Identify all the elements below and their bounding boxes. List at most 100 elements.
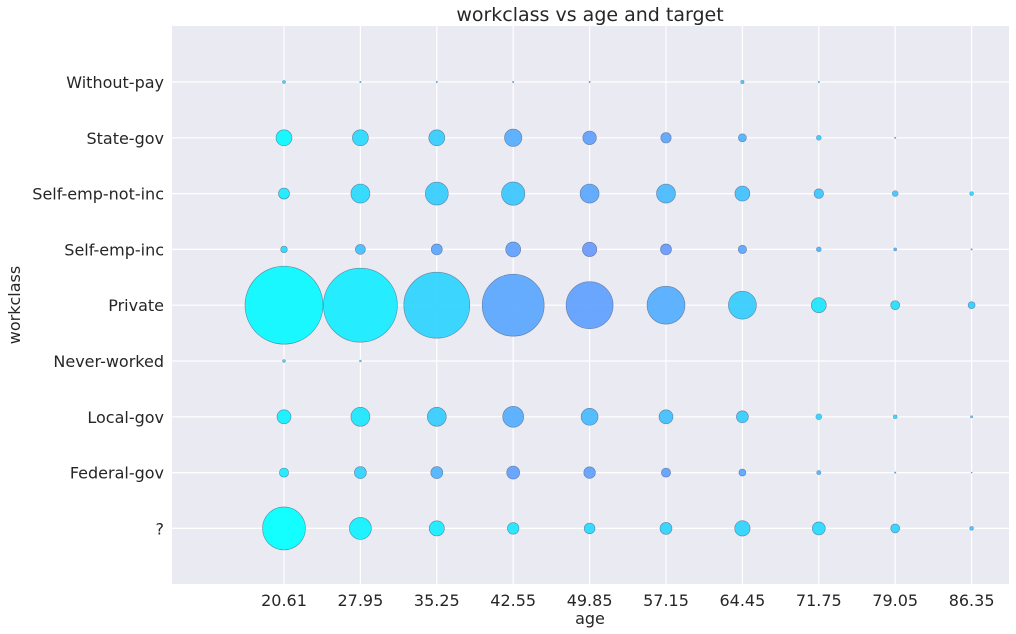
bubble-point [244, 265, 324, 345]
bubble-point [428, 520, 445, 537]
bubble-point [658, 409, 674, 425]
y-tick-label: Private [108, 296, 164, 315]
bubble-point [967, 301, 976, 310]
bubble-point [894, 136, 897, 139]
bubble-point [583, 466, 596, 479]
y-tick-label: Local-gov [87, 408, 164, 427]
bubble-point [738, 468, 747, 477]
bubble-point [740, 79, 745, 84]
bubble-point [359, 80, 362, 83]
bubble-point [280, 245, 288, 253]
bubble-point [275, 129, 293, 147]
y-tick-label: Federal-gov [70, 464, 164, 483]
bubble-point [811, 521, 826, 536]
y-tick-label: State-gov [86, 129, 164, 148]
bubble-point [435, 80, 438, 83]
bubble-point [734, 520, 751, 537]
chart-title: workclass vs age and target [456, 4, 723, 26]
bubble-point [350, 183, 371, 204]
bubble-point [728, 290, 757, 320]
bubble-point [282, 80, 286, 84]
x-tick-label: 27.95 [337, 591, 383, 610]
x-tick-label: 20.61 [261, 591, 307, 610]
bubble-point [276, 409, 292, 425]
bubble-point [737, 244, 747, 254]
bubble-point [659, 522, 673, 535]
bubble-point [815, 413, 822, 420]
bubble-point [816, 470, 822, 475]
bubble-point [970, 415, 973, 419]
bubbles [244, 79, 976, 551]
bubble-point [810, 297, 827, 314]
bubble-point [424, 181, 449, 206]
bubble-point [501, 181, 526, 206]
x-tick-label: 79.05 [872, 591, 918, 610]
bubble-point [816, 246, 822, 253]
y-tick-label: Self-emp-not-inc [32, 185, 164, 204]
y-tick-label: Self-emp-inc [64, 240, 164, 259]
bubble-point [565, 281, 614, 330]
y-tick-label: Without-pay [66, 73, 164, 92]
x-tick-labels: 20.61 27.95 35.25 42.55 49.85 57.15 64.45 71.75… [261, 591, 994, 610]
bubble-point [893, 414, 898, 419]
bubble-point [734, 185, 751, 202]
bubble-point [892, 190, 899, 197]
bubble-point [279, 467, 289, 478]
bubble-point [661, 467, 671, 478]
bubble-point [582, 130, 597, 145]
bubble-point [355, 244, 366, 255]
bubble-point [354, 466, 367, 479]
bubble-point [890, 300, 901, 311]
y-tick-labels: ? Federal-gov Local-gov Never-worked Private… [32, 73, 164, 538]
bubble-point [579, 183, 600, 204]
bubble-point [403, 271, 471, 339]
bubble-point [507, 522, 520, 535]
bubble-point [816, 135, 822, 141]
bubble-point [660, 243, 672, 256]
bubble-point [323, 267, 398, 343]
bubble-point [588, 80, 591, 83]
bubble-point [580, 407, 599, 426]
bubble-point [359, 359, 362, 363]
bubble-point [282, 359, 286, 363]
x-tick-label: 86.35 [949, 591, 995, 610]
bubble-point [894, 471, 897, 474]
bubble-point [813, 188, 824, 199]
bubble-point [817, 80, 820, 83]
bubble-point [738, 133, 747, 143]
bubble-point [969, 526, 974, 531]
bubble-point [660, 132, 672, 144]
bubble-point [278, 187, 290, 200]
bubble-point [893, 247, 898, 252]
bubble-point [736, 410, 749, 424]
bubble-point [504, 128, 523, 147]
x-axis-label: age [575, 609, 605, 628]
bubble-point [506, 465, 521, 480]
x-tick-label: 49.85 [567, 591, 613, 610]
x-tick-label: 35.25 [414, 591, 460, 610]
bubble-point [430, 466, 444, 479]
bubble-point [262, 506, 306, 551]
bubble-point [970, 471, 973, 474]
bubble-point [970, 248, 973, 251]
bubble-point [969, 191, 974, 196]
x-tick-label: 64.45 [719, 591, 765, 610]
bubble-point [582, 241, 598, 257]
bubble-point [890, 523, 901, 534]
x-tick-label: 42.55 [490, 591, 536, 610]
y-tick-label: ? [156, 519, 165, 538]
bubble-point [428, 129, 446, 147]
y-axis-label: workclass [5, 266, 24, 344]
bubble-point [352, 129, 369, 147]
bubble-point [505, 241, 522, 258]
bubble-point [426, 406, 447, 427]
y-tick-label: Never-worked [53, 352, 164, 371]
x-tick-label: 71.75 [796, 591, 842, 610]
bubble-point [502, 405, 525, 428]
bubble-point [656, 183, 676, 204]
bubble-point [512, 80, 515, 83]
bubble-point [583, 522, 596, 535]
bubble-point [646, 285, 686, 325]
bubble-point [430, 243, 443, 256]
